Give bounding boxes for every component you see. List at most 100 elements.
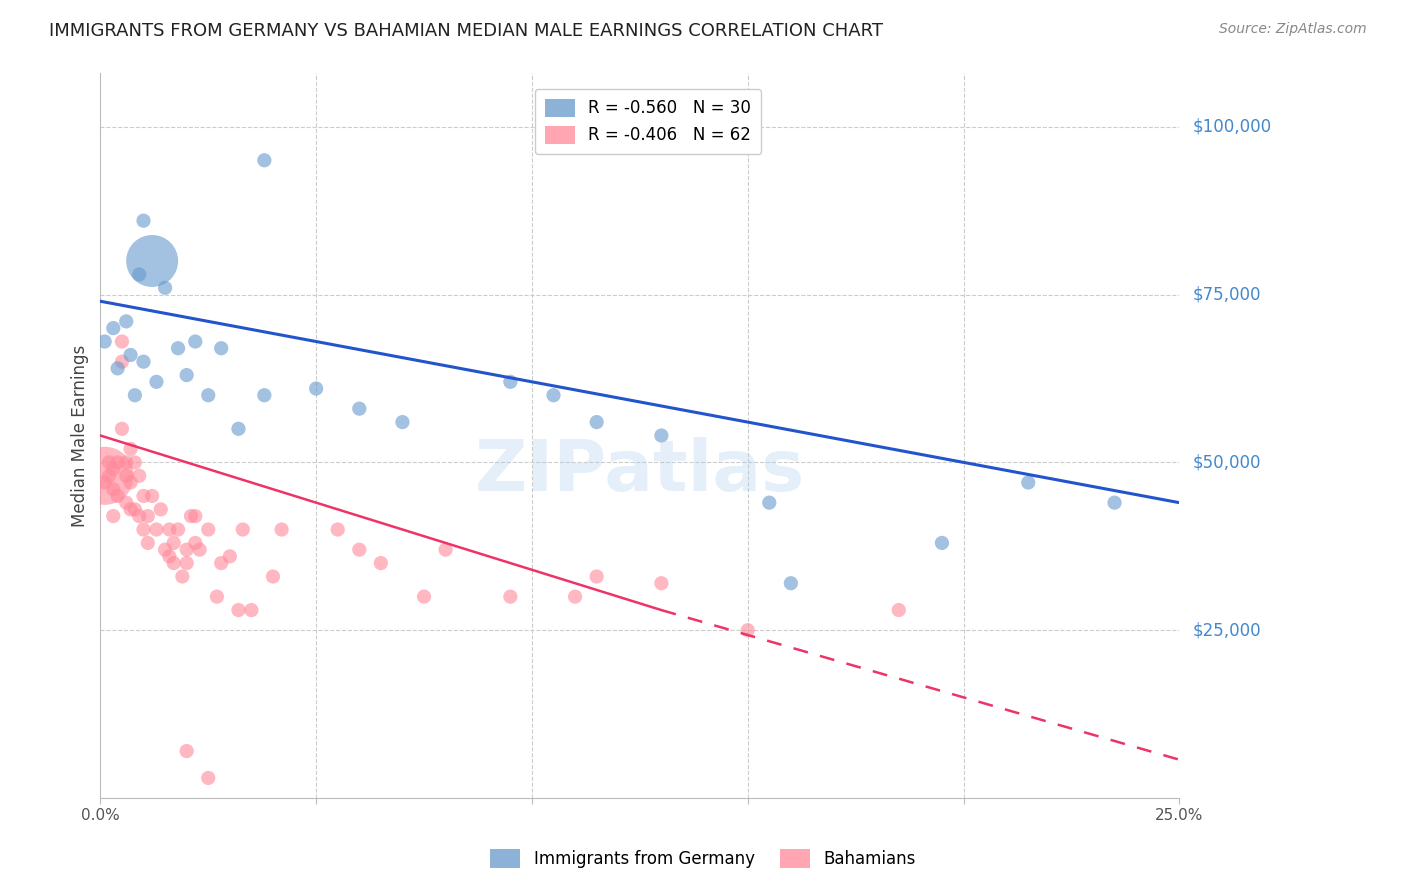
Point	[120, 475, 142, 490]
Point	[120, 502, 142, 516]
Point	[93, 468, 115, 483]
Point	[153, 281, 176, 295]
Point	[218, 549, 240, 564]
Point	[145, 523, 167, 537]
Point	[887, 603, 910, 617]
Point	[253, 153, 276, 168]
Point	[115, 314, 138, 328]
Point	[228, 422, 250, 436]
Point	[253, 388, 276, 402]
Point	[98, 455, 121, 469]
Point	[115, 468, 138, 483]
Point	[176, 744, 198, 758]
Point	[103, 462, 125, 476]
Point	[172, 569, 194, 583]
Point	[107, 361, 129, 376]
Point	[931, 536, 953, 550]
Point	[188, 542, 211, 557]
Point	[270, 523, 292, 537]
Point	[132, 523, 155, 537]
Point	[103, 509, 125, 524]
Point	[228, 603, 250, 617]
Point	[650, 576, 672, 591]
Point	[111, 422, 134, 436]
Point	[93, 475, 115, 490]
Point	[103, 482, 125, 496]
Point	[141, 489, 163, 503]
Point	[326, 523, 349, 537]
Point	[737, 624, 759, 638]
Point	[176, 556, 198, 570]
Point	[209, 341, 232, 355]
Point	[262, 569, 284, 583]
Point	[136, 536, 159, 550]
Point	[499, 590, 522, 604]
Point	[157, 523, 180, 537]
Text: $100,000: $100,000	[1192, 118, 1271, 136]
Point	[115, 455, 138, 469]
Point	[93, 334, 115, 349]
Point	[120, 348, 142, 362]
Point	[145, 375, 167, 389]
Point	[180, 509, 202, 524]
Point	[136, 509, 159, 524]
Point	[205, 590, 228, 604]
Point	[650, 428, 672, 442]
Point	[128, 468, 150, 483]
Point	[184, 536, 207, 550]
Point	[232, 523, 254, 537]
Point	[132, 213, 155, 227]
Text: $50,000: $50,000	[1192, 453, 1261, 471]
Point	[128, 268, 150, 282]
Point	[115, 496, 138, 510]
Point	[167, 523, 190, 537]
Point	[124, 502, 146, 516]
Y-axis label: Median Male Earnings: Median Male Earnings	[72, 344, 89, 526]
Point	[132, 354, 155, 368]
Point	[107, 489, 129, 503]
Point	[111, 334, 134, 349]
Point	[197, 523, 219, 537]
Point	[149, 502, 172, 516]
Point	[163, 556, 186, 570]
Point	[1017, 475, 1039, 490]
Point	[434, 542, 457, 557]
Point	[499, 375, 522, 389]
Point	[305, 382, 328, 396]
Point	[758, 496, 780, 510]
Point	[413, 590, 436, 604]
Text: Source: ZipAtlas.com: Source: ZipAtlas.com	[1219, 22, 1367, 37]
Point	[197, 771, 219, 785]
Point	[103, 321, 125, 335]
Point	[132, 489, 155, 503]
Point	[163, 536, 186, 550]
Legend: Immigrants from Germany, Bahamians: Immigrants from Germany, Bahamians	[484, 843, 922, 875]
Point	[124, 388, 146, 402]
Point	[391, 415, 413, 429]
Point	[349, 401, 371, 416]
Point	[370, 556, 392, 570]
Text: IMMIGRANTS FROM GERMANY VS BAHAMIAN MEDIAN MALE EARNINGS CORRELATION CHART: IMMIGRANTS FROM GERMANY VS BAHAMIAN MEDI…	[49, 22, 883, 40]
Point	[124, 455, 146, 469]
Point	[176, 368, 198, 383]
Point	[543, 388, 565, 402]
Point	[120, 442, 142, 456]
Point	[153, 542, 176, 557]
Point	[197, 388, 219, 402]
Text: $75,000: $75,000	[1192, 285, 1261, 303]
Point	[107, 455, 129, 469]
Point	[141, 254, 163, 268]
Point	[585, 415, 607, 429]
Point	[157, 549, 180, 564]
Text: $25,000: $25,000	[1192, 621, 1261, 640]
Point	[209, 556, 232, 570]
Point	[779, 576, 801, 591]
Legend: R = -0.560   N = 30, R = -0.406   N = 62: R = -0.560 N = 30, R = -0.406 N = 62	[534, 88, 761, 154]
Point	[1104, 496, 1126, 510]
Point	[167, 341, 190, 355]
Point	[176, 542, 198, 557]
Point	[564, 590, 586, 604]
Point	[184, 334, 207, 349]
Point	[585, 569, 607, 583]
Point	[98, 468, 121, 483]
